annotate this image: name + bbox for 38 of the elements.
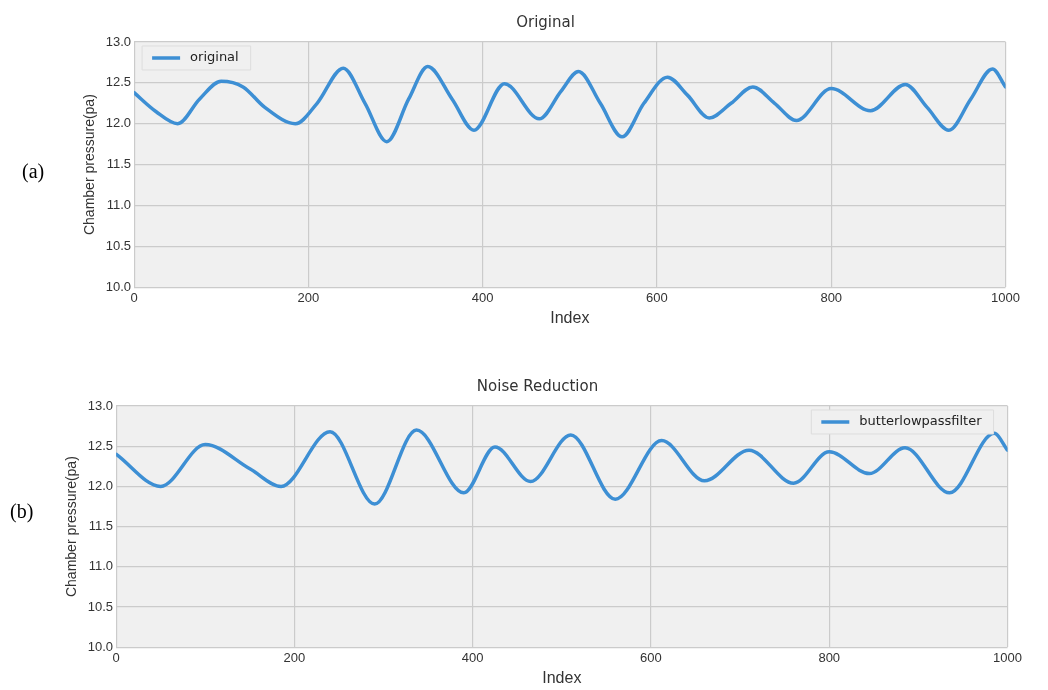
line-series xyxy=(134,64,1006,144)
y-axis-title: Chamber pressure(pa) xyxy=(81,94,98,236)
y-tick-label: 11.0 xyxy=(106,197,132,213)
text: (b) xyxy=(10,500,34,523)
y-tick-label: 11.5 xyxy=(88,518,114,534)
legend-label: butterlowpassfilter xyxy=(859,413,983,429)
x-tick-label: 1000 xyxy=(993,649,1022,665)
y-tick-label: 10.0 xyxy=(105,278,132,294)
text: (a) xyxy=(22,160,45,183)
x-tick-label: 200 xyxy=(297,289,320,305)
y-axis-title: Chamber pressure(pa) xyxy=(63,456,80,598)
x-tick-label: 600 xyxy=(646,289,668,305)
chart-title: Original xyxy=(516,12,575,31)
x-tick-label: 0 xyxy=(112,649,120,665)
y-tick-label: 12.0 xyxy=(105,115,132,131)
x-tick-label: 0 xyxy=(130,289,138,305)
x-tick-label: 800 xyxy=(820,289,843,305)
x-axis-title: Index xyxy=(550,308,590,326)
y-tick-label: 13.0 xyxy=(105,33,132,49)
y-tick-label: 12.0 xyxy=(87,477,114,493)
y-tick-label: 10.5 xyxy=(87,598,114,614)
x-tick-label: 200 xyxy=(283,649,306,665)
x-tick-label: 800 xyxy=(818,649,841,665)
y-tick-label: 11.0 xyxy=(88,558,114,574)
x-tick-label: 600 xyxy=(640,649,662,665)
x-axis-title: Index xyxy=(542,668,582,686)
legend-label: original xyxy=(190,49,239,65)
y-tick-label: 11.5 xyxy=(106,156,132,172)
y-tick-label: 10.5 xyxy=(105,237,132,253)
y-tick-label: 12.5 xyxy=(87,437,114,453)
y-tick-label: 13.0 xyxy=(87,397,114,413)
line-series xyxy=(116,428,1008,506)
y-tick-label: 10.0 xyxy=(87,638,114,654)
x-tick-label: 400 xyxy=(471,289,494,305)
x-tick-label: 400 xyxy=(461,649,484,665)
chart-title: Noise Reduction xyxy=(476,376,599,395)
y-tick-label: 12.5 xyxy=(105,74,132,90)
x-tick-label: 1000 xyxy=(991,289,1020,305)
